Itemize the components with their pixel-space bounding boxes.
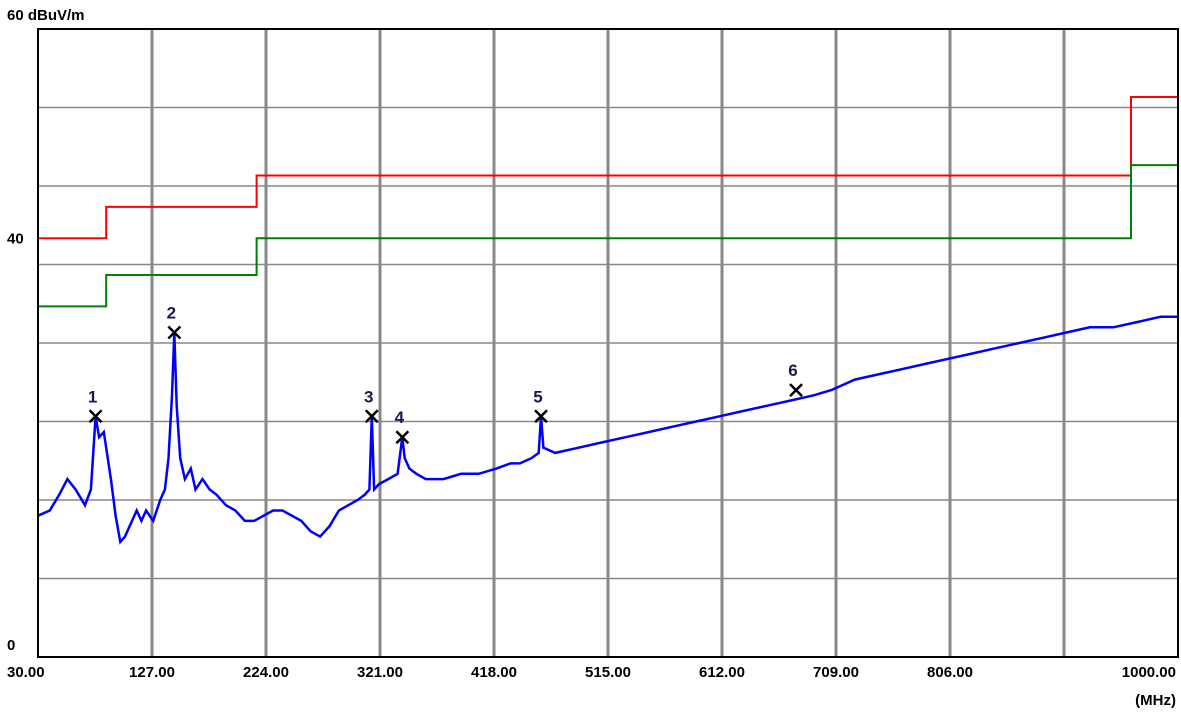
series-layer <box>37 96 1178 545</box>
marker-cross <box>789 383 803 397</box>
marker-1: 1 <box>88 387 103 424</box>
x-tick-label: 418.00 <box>471 664 517 681</box>
x-tick-label: 224.00 <box>243 664 289 681</box>
limit-line-green <box>38 164 1178 308</box>
marker-cross <box>167 325 182 340</box>
x-tick-label: 709.00 <box>813 664 859 681</box>
x-tick-label: 1000.00 <box>1122 664 1176 681</box>
x-tick-label: 321.00 <box>357 664 403 681</box>
marker-label: 1 <box>88 387 97 406</box>
x-tick-label: 515.00 <box>585 664 631 681</box>
measurement-trace <box>37 315 1178 545</box>
x-tick-label: 806.00 <box>927 664 973 681</box>
marker-cross <box>88 409 103 424</box>
marker-cross <box>364 409 379 424</box>
marker-cross <box>534 409 548 424</box>
grid <box>38 29 1178 657</box>
marker-4: 4 <box>395 408 410 445</box>
marker-6: 6 <box>788 361 803 397</box>
plot-frame <box>37 28 1179 658</box>
x-unit-label: (MHz) <box>1135 692 1176 709</box>
x-tick-label: 612.00 <box>699 664 745 681</box>
marker-label: 5 <box>533 387 542 406</box>
marker-5: 5 <box>533 387 548 424</box>
marker-2: 2 <box>167 304 182 340</box>
marker-label: 2 <box>167 304 176 323</box>
marker-label: 4 <box>395 408 405 427</box>
marker-layer: 1 2 3 4 5 6 <box>88 304 803 445</box>
x-tick-label: 127.00 <box>129 664 175 681</box>
x-tick-label: 30.00 <box>7 664 45 681</box>
y-tick-label: 60 dBuV/m <box>7 7 85 24</box>
y-tick-label: 0 <box>7 637 15 654</box>
marker-label: 6 <box>788 361 797 380</box>
limit-line-red <box>38 96 1178 240</box>
y-tick-label: 40 <box>7 230 24 247</box>
marker-3: 3 <box>364 387 379 424</box>
axis-labels: 60 dBuV/m 40 0 30.00 127.00 224.00 321.00 418.0… <box>7 7 1176 709</box>
marker-cross <box>395 430 410 445</box>
marker-label: 3 <box>364 387 373 406</box>
